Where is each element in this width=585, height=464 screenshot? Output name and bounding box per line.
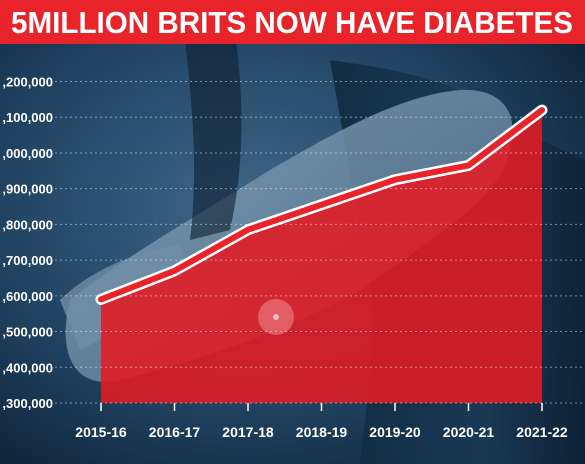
y-tick-label: ,200,000 [2, 75, 53, 90]
title-band-background [0, 0, 585, 44]
x-tick-label: 2015-16 [75, 424, 127, 440]
series-area [101, 110, 542, 404]
y-tick-label: ,700,000 [2, 253, 53, 268]
y-tick-label: ,100,000 [2, 110, 53, 125]
area-layer [101, 110, 542, 404]
series-line-layer [95, 104, 548, 305]
gridlines [55, 81, 585, 404]
title-band: 5MILLION BRITS NOW HAVE DIABETES [0, 0, 585, 44]
x-tick-label: 2020-21 [443, 424, 495, 440]
y-axis-ticks: ,300,000 ,400,000 ,500,000 ,600,000 ,700,000… [2, 75, 53, 412]
x-tick-label: 2019-20 [369, 424, 421, 440]
y-tick-label: ,800,000 [2, 217, 53, 232]
y-tick-label: ,000,000 [2, 146, 53, 161]
y-tick-label: ,900,000 [2, 182, 53, 197]
x-tick-label: 2021-22 [516, 424, 568, 440]
x-tick-label: 2017-18 [222, 424, 274, 440]
x-axis-ticks: 2015-16 2016-17 2017-18 2018-19 2019-20 2020-… [75, 403, 568, 440]
x-tick-label: 2016-17 [149, 424, 201, 440]
chart-title: 5MILLION BRITS NOW HAVE DIABETES [11, 5, 573, 40]
sensor-patch [258, 299, 294, 335]
y-tick-label: ,500,000 [2, 325, 53, 340]
y-tick-label: ,300,000 [2, 396, 53, 411]
y-tick-label: ,600,000 [2, 289, 53, 304]
y-tick-label: ,400,000 [2, 360, 53, 375]
x-tick-label: 2018-19 [296, 424, 348, 440]
